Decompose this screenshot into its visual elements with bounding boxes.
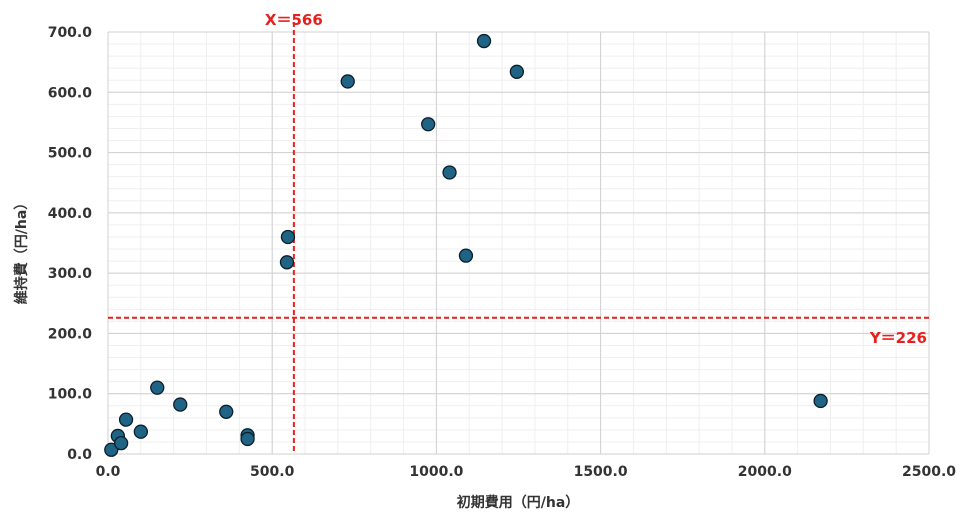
y-tick-label: 200.0	[48, 326, 93, 342]
reference-label-x: X＝566	[265, 11, 323, 29]
data-point	[173, 397, 188, 412]
x-axis-ticks: 0.0 500.0 1000.0 1500.0 2000.0 2500.0	[96, 464, 957, 480]
reference-lines: X＝566 Y＝226	[108, 11, 929, 454]
x-tick-label: 2500.0	[902, 464, 956, 480]
data-point	[240, 431, 255, 447]
data-point	[150, 380, 165, 395]
data-points	[104, 33, 828, 457]
data-point	[340, 74, 355, 89]
data-point	[133, 424, 148, 439]
x-tick-label: 1500.0	[574, 464, 628, 480]
data-point	[279, 255, 295, 270]
y-axis-ticks: 0.0 100.0 200.0 300.0 400.0 500.0 600.0 700.0	[48, 25, 93, 463]
data-point	[113, 435, 129, 451]
y-tick-label: 100.0	[48, 387, 93, 403]
data-point	[813, 393, 828, 409]
data-point	[104, 442, 119, 457]
x-tick-label: 1000.0	[409, 464, 463, 480]
minor-grid	[107, 31, 930, 455]
data-point	[458, 248, 474, 263]
x-axis-title: 初期費用（円/ha）	[457, 494, 580, 511]
y-tick-label: 300.0	[48, 266, 93, 282]
x-tick-label: 2000.0	[738, 464, 792, 480]
data-point	[476, 33, 492, 49]
data-point	[118, 412, 134, 427]
reference-label-y: Y＝226	[869, 329, 927, 347]
y-axis-title: 維持費（円/ha）	[13, 196, 30, 305]
y-tick-label: 600.0	[48, 85, 93, 101]
y-tick-label: 700.0	[48, 25, 93, 41]
y-tick-label: 0.0	[67, 447, 92, 463]
x-tick-label: 0.0	[96, 464, 121, 480]
data-point	[509, 64, 525, 79]
x-tick-label: 500.0	[250, 464, 295, 480]
y-tick-label: 500.0	[48, 146, 93, 162]
data-point	[219, 404, 234, 419]
major-grid	[107, 31, 930, 455]
data-point	[280, 229, 296, 245]
data-point	[421, 117, 436, 132]
y-tick-label: 400.0	[48, 206, 93, 222]
data-point	[442, 165, 457, 180]
